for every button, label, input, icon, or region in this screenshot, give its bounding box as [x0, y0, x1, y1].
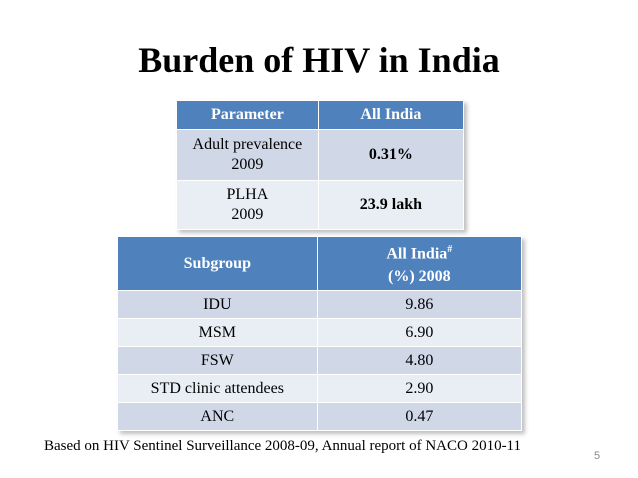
page-number: 5 [594, 450, 601, 462]
table-row: IDU 9.86 [117, 290, 523, 319]
table-row: PLHA 2009 23.9 lakh [176, 180, 465, 230]
header-subgroup: Subgroup [117, 236, 318, 291]
parameter-year: 2009 [231, 156, 264, 173]
parameter-cell: Adult prevalence 2009 [176, 129, 319, 181]
subgroup-cell: MSM [117, 318, 318, 347]
header-all-india-2008: All India# (%) 2008 [316, 236, 523, 291]
parameter-name: PLHA [226, 186, 269, 203]
table-header-row: Parameter All India [176, 100, 465, 130]
value-cell: 2.90 [316, 374, 523, 403]
value-cell: 23.9 lakh [317, 180, 465, 230]
value-cell: 0.47 [316, 402, 523, 431]
subgroup-prevalence-table: Subgroup All India# (%) 2008 IDU 9.86 MS… [117, 236, 523, 431]
value-cell: 0.31% [317, 129, 465, 181]
parameter-name: Adult prevalence [192, 136, 303, 153]
table-header-row: Subgroup All India# (%) 2008 [117, 236, 523, 291]
table-row: MSM 6.90 [117, 318, 523, 347]
header-parameter: Parameter [176, 100, 319, 130]
footnote-mark: # [447, 244, 453, 256]
header-all-india-line2: (%) 2008 [387, 267, 451, 285]
parameter-cell: PLHA 2009 [176, 180, 319, 230]
value-cell: 6.90 [316, 318, 523, 347]
table-row: Adult prevalence 2009 0.31% [176, 129, 465, 181]
slide-title: Burden of HIV in India [138, 40, 500, 80]
value-cell: 9.86 [316, 290, 523, 319]
header-all-india: All India [317, 100, 465, 130]
subgroup-cell: IDU [117, 290, 318, 319]
table-row: ANC 0.47 [117, 402, 523, 431]
source-footnote: Based on HIV Sentinel Surveillance 2008-… [44, 438, 522, 454]
value-cell: 4.80 [316, 346, 523, 375]
header-all-india-label: All India [386, 245, 448, 263]
subgroup-cell: FSW [117, 346, 318, 375]
overall-burden-table: Parameter All India Adult prevalence 200… [176, 100, 465, 230]
subgroup-cell: ANC [117, 402, 318, 431]
table-row: STD clinic attendees 2.90 [117, 374, 523, 403]
parameter-year: 2009 [231, 206, 264, 223]
table-row: FSW 4.80 [117, 346, 523, 375]
subgroup-cell: STD clinic attendees [117, 374, 318, 403]
